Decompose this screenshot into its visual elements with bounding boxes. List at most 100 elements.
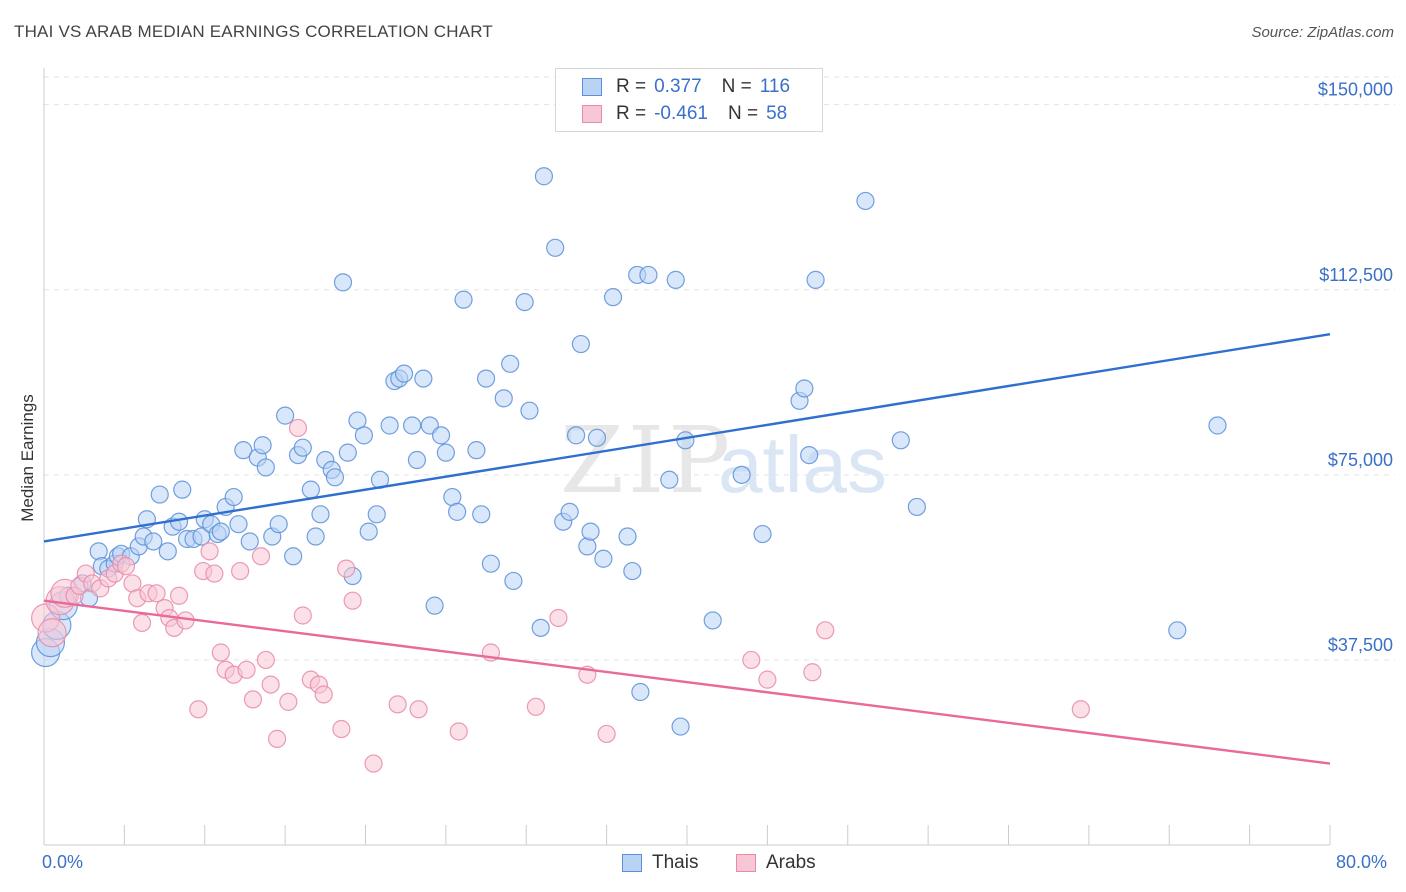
trend-layer <box>43 332 1331 765</box>
thai-point <box>631 682 650 702</box>
thai-point <box>425 596 444 615</box>
thai-point <box>753 524 772 544</box>
arab-point <box>343 591 362 610</box>
thai-point <box>253 436 272 455</box>
thai-point <box>515 292 534 312</box>
thai-point <box>301 480 320 499</box>
chart-title: THAI VS ARAB MEDIAN EARNINGS CORRELATION… <box>14 22 493 41</box>
thai-point <box>623 561 642 581</box>
arab-point <box>243 690 263 709</box>
arab-point <box>816 621 835 640</box>
thai-point <box>472 505 491 524</box>
arab-point <box>597 724 616 744</box>
thai-point <box>150 485 169 504</box>
arab-point <box>231 561 250 581</box>
arab-point <box>132 613 152 633</box>
thai-point <box>578 537 597 556</box>
axis-layer <box>43 68 1331 846</box>
arab-point <box>293 606 312 625</box>
arab-point <box>147 584 166 603</box>
arab-point <box>205 564 224 583</box>
legend-label-arabs: Arabs <box>766 852 816 873</box>
thai-point <box>1208 416 1227 435</box>
thai-point <box>546 238 565 257</box>
r-value: 0.377 <box>654 76 702 97</box>
arab-point <box>332 719 351 739</box>
arab-point <box>261 675 280 694</box>
thai-point <box>476 369 496 388</box>
thai-point <box>1168 621 1187 640</box>
arab-point <box>169 586 189 605</box>
arab-point <box>189 700 208 719</box>
thai-point <box>224 487 243 507</box>
thai-point <box>367 505 386 524</box>
y-tick-labels: $150,000 $112,500 $75,000 $37,500 <box>1318 80 1393 655</box>
arab-point <box>237 660 256 679</box>
thai-point <box>436 443 455 462</box>
legend-item-thais: Thais <box>622 852 698 874</box>
thai-point <box>494 389 513 408</box>
arab-point <box>251 547 271 566</box>
arab-point <box>742 650 761 670</box>
watermark-zip: ZIP <box>560 407 734 514</box>
thai-point <box>560 502 579 521</box>
n-label: N = <box>727 103 759 124</box>
watermark: ZIP atlas <box>560 407 887 514</box>
arab-point <box>267 729 287 748</box>
y-axis-title: Median Earnings <box>18 394 37 522</box>
legend-row-thais: R = 0.377 N = 116 <box>582 75 790 99</box>
arab-point <box>409 700 428 719</box>
thai-point <box>520 401 539 420</box>
thai-point <box>293 438 312 457</box>
thai-point <box>531 618 550 637</box>
thai-point <box>448 502 467 521</box>
thai-point <box>587 428 607 447</box>
thai-point <box>618 527 637 546</box>
n-label: N = <box>721 76 752 97</box>
points-layer <box>31 167 1227 773</box>
legend-row-arabs: R = -0.461 N = 58 <box>582 102 787 126</box>
thai-point <box>354 426 373 445</box>
x-tick-label-max: 80.0% <box>1336 852 1388 872</box>
thais-legend-swatch-icon <box>622 854 642 872</box>
arab-point <box>200 542 219 561</box>
y-tick-label: $75,000 <box>1328 450 1393 470</box>
arab-point <box>211 643 230 662</box>
y-tick-label: $150,000 <box>1318 80 1393 100</box>
thai-point <box>671 717 690 736</box>
arab-point <box>388 695 407 714</box>
thai-point <box>269 515 288 534</box>
thai-point <box>173 480 192 499</box>
thai-point <box>234 441 253 460</box>
arab-trend-line <box>43 599 1331 765</box>
arab-point <box>37 618 67 648</box>
thai-point <box>211 522 230 541</box>
thai-point <box>403 416 422 435</box>
thai-point <box>333 273 353 292</box>
x-tick-label-min: 0.0% <box>42 852 84 872</box>
thai-point <box>891 431 910 450</box>
thai-point <box>856 191 875 211</box>
thai-point <box>481 554 500 573</box>
thai-point <box>504 571 523 591</box>
thai-point <box>467 441 486 460</box>
thai-point <box>534 167 554 186</box>
series-legend: Thais Arabs <box>0 852 1406 878</box>
thai-point <box>806 270 825 289</box>
r-label: R = <box>616 76 647 97</box>
thai-point <box>325 468 345 487</box>
thai-point <box>431 426 451 445</box>
thai-point <box>158 542 177 561</box>
r-label: R = <box>616 103 647 124</box>
arab-point <box>288 418 308 438</box>
thai-point <box>89 542 108 561</box>
y-tick-label: $112,500 <box>1319 265 1393 285</box>
arab-point <box>337 559 356 578</box>
thai-point <box>380 416 399 435</box>
thai-point <box>454 290 473 309</box>
thai-point <box>311 505 330 524</box>
thai-point <box>703 611 722 630</box>
thai-point <box>338 443 357 462</box>
arab-point <box>549 608 568 628</box>
arab-point <box>364 754 383 773</box>
